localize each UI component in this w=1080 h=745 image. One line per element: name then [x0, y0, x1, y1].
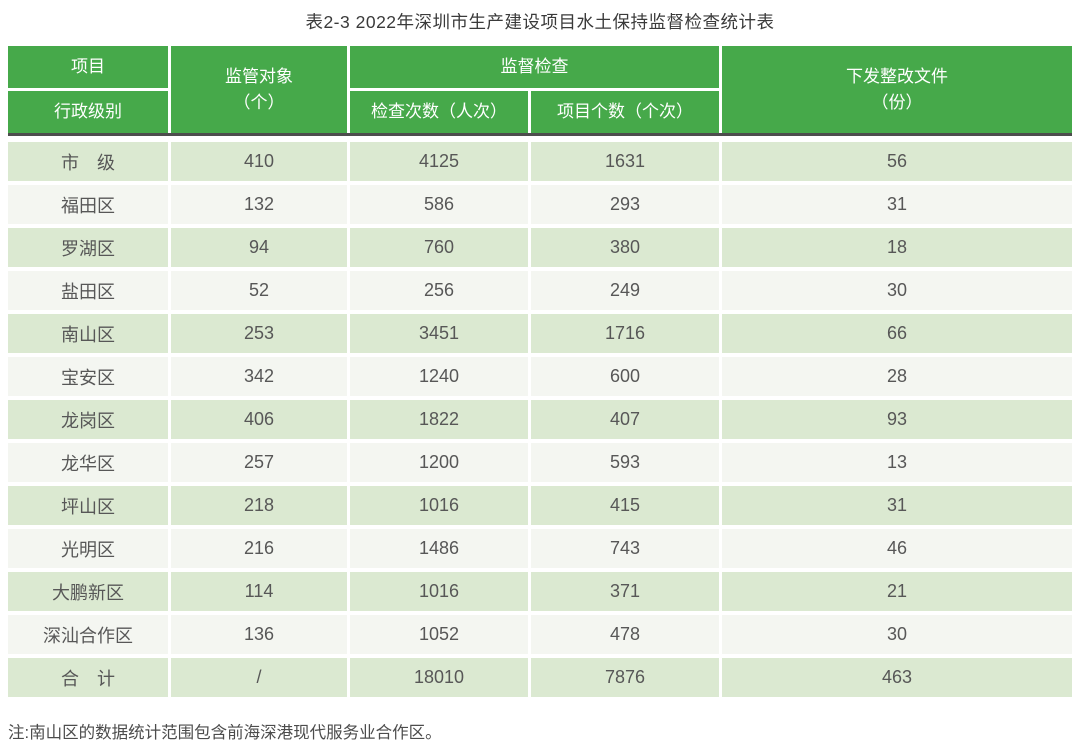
cell-value: 4125 — [350, 142, 528, 181]
cell-value: 18 — [722, 228, 1072, 267]
cell-value: 407 — [531, 400, 719, 439]
cell-value: 463 — [722, 658, 1072, 697]
cell-value: 13 — [722, 443, 1072, 482]
row-label: 福田区 — [8, 185, 168, 224]
cell-value: 30 — [722, 271, 1072, 310]
header-supervised-objects-unit: （个） — [233, 92, 285, 112]
header-rectification-docs: 下发整改文件 （份） — [722, 46, 1072, 133]
cell-value: 410 — [171, 142, 347, 181]
cell-value: 132 — [171, 185, 347, 224]
cell-value: 94 — [171, 228, 347, 267]
row-label: 龙华区 — [8, 443, 168, 482]
cell-value: 760 — [350, 228, 528, 267]
cell-value: 7876 — [531, 658, 719, 697]
cell-value: 1486 — [350, 529, 528, 568]
row-label: 盐田区 — [8, 271, 168, 310]
header-project-count-label: 项目个数（个次） — [557, 102, 693, 122]
cell-value: 136 — [171, 615, 347, 654]
cell-value: 256 — [350, 271, 528, 310]
cell-value: 66 — [722, 314, 1072, 353]
cell-value: 218 — [171, 486, 347, 525]
header-inspection-times-label: 检查次数（人次） — [371, 102, 507, 122]
header-project-label: 项目 — [71, 57, 105, 77]
cell-value: 600 — [531, 357, 719, 396]
row-label: 深汕合作区 — [8, 615, 168, 654]
cell-value: 586 — [350, 185, 528, 224]
cell-value: 93 — [722, 400, 1072, 439]
cell-value: 593 — [531, 443, 719, 482]
cell-value: 31 — [722, 185, 1072, 224]
cell-value: 114 — [171, 572, 347, 611]
cell-value: 293 — [531, 185, 719, 224]
footnote: 注:南山区的数据统计范围包含前海深港现代服务业合作区。 — [8, 724, 442, 742]
cell-value: 52 — [171, 271, 347, 310]
header-supervision-inspection: 监督检查 — [350, 46, 719, 88]
cell-value: 371 — [531, 572, 719, 611]
cell-value: 18010 — [350, 658, 528, 697]
cell-value: 1016 — [350, 572, 528, 611]
cell-value: 56 — [722, 142, 1072, 181]
header-divider-line — [8, 133, 1072, 136]
cell-value: 1240 — [350, 357, 528, 396]
cell-value: 21 — [722, 572, 1072, 611]
cell-value: 1631 — [531, 142, 719, 181]
table-title: 表2-3 2022年深圳市生产建设项目水土保持监督检查统计表 — [305, 12, 775, 32]
cell-value: 406 — [171, 400, 347, 439]
cell-value: 1822 — [350, 400, 528, 439]
row-label: 宝安区 — [8, 357, 168, 396]
cell-value: 249 — [531, 271, 719, 310]
cell-value: 1052 — [350, 615, 528, 654]
cell-value: 743 — [531, 529, 719, 568]
header-inspection-times: 检查次数（人次） — [350, 91, 528, 133]
cell-value: 342 — [171, 357, 347, 396]
row-label: 坪山区 — [8, 486, 168, 525]
statistics-table: 项目 行政级别 监管对象 （个） 监督检查 检查次数（人次） 项目个数（个次） … — [8, 46, 1072, 697]
cell-value: 3451 — [350, 314, 528, 353]
header-supervised-objects-label: 监管对象 — [225, 67, 293, 86]
header-supervision-inspection-label: 监督检查 — [500, 57, 569, 77]
cell-value: 30 — [722, 615, 1072, 654]
cell-value: 31 — [722, 486, 1072, 525]
header-admin-level: 行政级别 — [8, 91, 168, 133]
row-label: 龙岗区 — [8, 400, 168, 439]
cell-value: 415 — [531, 486, 719, 525]
table-header: 项目 行政级别 监管对象 （个） 监督检查 检查次数（人次） 项目个数（个次） … — [8, 46, 1072, 133]
header-rectification-docs-label: 下发整改文件 — [846, 67, 948, 86]
cell-value: 216 — [171, 529, 347, 568]
row-label: 南山区 — [8, 314, 168, 353]
cell-value: / — [171, 658, 347, 697]
header-admin-level-label: 行政级别 — [54, 102, 122, 122]
row-label: 市 级 — [8, 142, 168, 181]
table-body: 市 级 410 4125 1631 56 福田区 132 586 293 31 罗湖区 94 760 38… — [8, 142, 1072, 697]
row-label: 罗湖区 — [8, 228, 168, 267]
cell-value: 478 — [531, 615, 719, 654]
cell-value: 1200 — [350, 443, 528, 482]
header-project: 项目 — [8, 46, 168, 88]
row-label: 合 计 — [8, 658, 168, 697]
cell-value: 257 — [171, 443, 347, 482]
cell-value: 253 — [171, 314, 347, 353]
cell-value: 46 — [722, 529, 1072, 568]
row-label: 大鹏新区 — [8, 572, 168, 611]
header-project-count: 项目个数（个次） — [531, 91, 719, 133]
header-rectification-docs-unit: （份） — [871, 92, 923, 112]
cell-value: 28 — [722, 357, 1072, 396]
cell-value: 1716 — [531, 314, 719, 353]
cell-value: 380 — [531, 228, 719, 267]
header-supervised-objects: 监管对象 （个） — [171, 46, 347, 133]
row-label: 光明区 — [8, 529, 168, 568]
cell-value: 1016 — [350, 486, 528, 525]
